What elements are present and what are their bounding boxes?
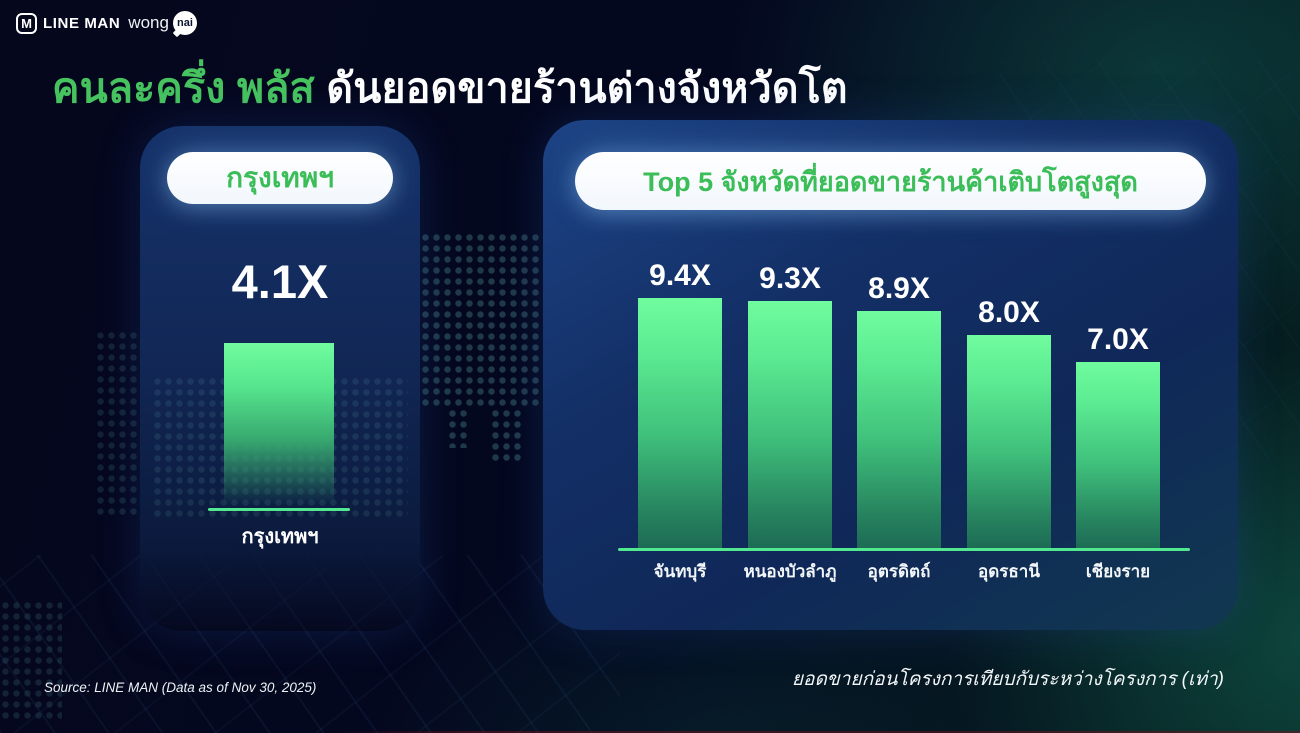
- bangkok-value-label: 4.1X: [231, 255, 329, 308]
- wongnai-bubble-icon: nai: [172, 11, 197, 35]
- top5-category-label: เชียงราย: [1085, 562, 1151, 581]
- halftone-dots-drip-1: [447, 408, 469, 448]
- bangkok-bar: [224, 343, 334, 508]
- top5-category-label: จันทบุรี: [653, 562, 707, 581]
- top5-bar: [857, 311, 941, 548]
- halftone-dots-left-of-card: [95, 330, 139, 515]
- page-title: คนละครึ่ง พลัส ดันยอดขายร้านต่างจังหวัดโ…: [52, 56, 848, 121]
- halftone-dots-between-cards: [420, 232, 542, 408]
- top5-value-label: 9.4X: [649, 259, 711, 292]
- bangkok-card: กรุงเทพฯ 4.1X กรุงเทพฯ: [140, 126, 420, 631]
- top5-axis-line: [618, 548, 1190, 551]
- halftone-dots-drip-2: [490, 408, 523, 464]
- top5-chart: 9.4X จันทบุรี 9.3X หนองบัวลำภู 8.9X อุตรดิตถ์…: [543, 120, 1238, 630]
- bangkok-pill-label: กรุงเทพฯ: [226, 162, 334, 193]
- top5-bar-group: 8.9X: [857, 272, 941, 548]
- bangkok-category-label: กรุงเทพฯ: [241, 526, 319, 548]
- logo-wong-text: wong: [128, 13, 169, 32]
- top5-bar-group: 9.4X: [638, 259, 722, 548]
- top5-bar: [748, 301, 832, 548]
- top5-value-label: 7.0X: [1087, 323, 1149, 356]
- top5-value-label: 8.0X: [978, 296, 1040, 329]
- chart-unit-caption: ยอดขายก่อนโครงการเทียบกับระหว่างโครงการ …: [791, 669, 1224, 690]
- bangkok-pill: กรุงเทพฯ: [167, 152, 393, 204]
- halftone-dots-bottom-left: [0, 600, 62, 720]
- top5-bar: [638, 298, 722, 548]
- source-note: Source: LINE MAN (Data as of Nov 30, 202…: [44, 680, 317, 695]
- top5-bar-group: 7.0X: [1076, 323, 1160, 548]
- lineman-m-icon: M: [16, 12, 37, 34]
- logo-lineman-text: LINE MAN: [43, 14, 121, 32]
- top5-bar: [1076, 362, 1160, 548]
- bottom-edge-line: [330, 731, 1300, 733]
- page-title-rest: ดันยอดขายร้านต่างจังหวัดโต: [314, 65, 848, 111]
- lineman-m-letter: M: [21, 15, 32, 31]
- top5-value-label: 9.3X: [759, 262, 821, 295]
- bangkok-axis-line: [208, 508, 350, 511]
- top5-value-label: 8.9X: [868, 272, 930, 305]
- top5-category-label: หนองบัวลำภู: [743, 562, 837, 581]
- lineman-wongnai-logo: M LINE MAN wong nai: [16, 10, 197, 36]
- top5-pill-label: Top 5 จังหวัดที่ยอดขายร้านค้าเติบโตสูงสุ…: [643, 166, 1138, 197]
- logo-nai-text: nai: [176, 17, 193, 29]
- top5-bar-group: 9.3X: [748, 262, 832, 548]
- top5-bar-group: 8.0X: [967, 296, 1051, 548]
- top5-category-label: อุตรดิตถ์: [867, 562, 931, 581]
- page-title-highlight: คนละครึ่ง พลัส: [52, 65, 315, 111]
- top5-pill: Top 5 จังหวัดที่ยอดขายร้านค้าเติบโตสูงสุ…: [575, 152, 1206, 210]
- top5-bar: [967, 335, 1051, 548]
- top5-category-label: อุดรธานี: [978, 562, 1040, 581]
- top5-card: Top 5 จังหวัดที่ยอดขายร้านค้าเติบโตสูงสุ…: [543, 120, 1238, 630]
